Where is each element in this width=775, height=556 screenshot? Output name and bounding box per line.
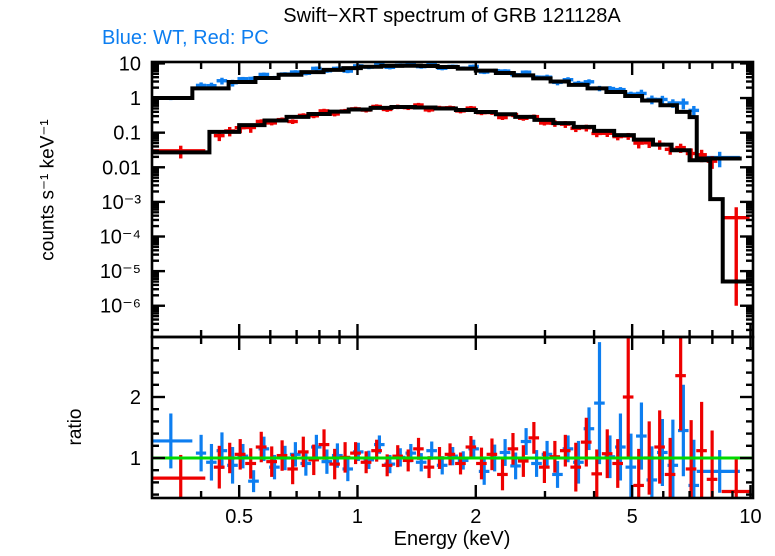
x-tick-label: 0.5 (225, 506, 253, 528)
x-tick-label: 2 (470, 506, 481, 528)
wt-ratio-series (152, 342, 740, 498)
ratio-frame (150, 335, 755, 500)
chart-subtitle: Blue: WT, Red: PC (102, 27, 269, 49)
ratio-y-tick-label: 2 (130, 387, 141, 409)
spectrum-y-tick-label: 10⁻⁴ (100, 227, 141, 249)
spectrum-panel (152, 62, 753, 306)
x-tick-label: 1 (352, 506, 363, 528)
spectrum-y-tick-label: 0.01 (102, 157, 141, 179)
wt-spectrum-series (152, 62, 740, 168)
pc-model-line (152, 105, 753, 284)
spectrum-y-tick-label: 10⁻⁶ (100, 296, 141, 318)
spectrum-y-tick-label: 10⁻³ (102, 192, 142, 214)
x-tick-label: 5 (627, 506, 638, 528)
x-tick-label: 10 (739, 506, 761, 528)
pc-spectrum-series (152, 102, 750, 306)
tick-labels: 0.5 1 2 5 10 10 1 0.1 0.01 10⁻³ 10⁻⁴ 10⁻⁵ 10⁻⁶ 1 2 (100, 53, 762, 528)
chart-title: Swift−XRT spectrum of GRB 121128A (283, 5, 621, 27)
ratio-y-tick-label: 1 (130, 448, 141, 470)
axis-ticks (152, 62, 753, 498)
spectrum-y-tick-label: 0.1 (113, 123, 141, 145)
spectrum-y-tick-label: 10⁻⁵ (100, 261, 141, 283)
x-axis-label: Energy (keV) (393, 528, 511, 550)
spectrum-y-tick-label: 1 (130, 88, 141, 110)
spectrum-y-tick-label: 10 (119, 53, 141, 75)
ratio-panel (152, 337, 753, 498)
